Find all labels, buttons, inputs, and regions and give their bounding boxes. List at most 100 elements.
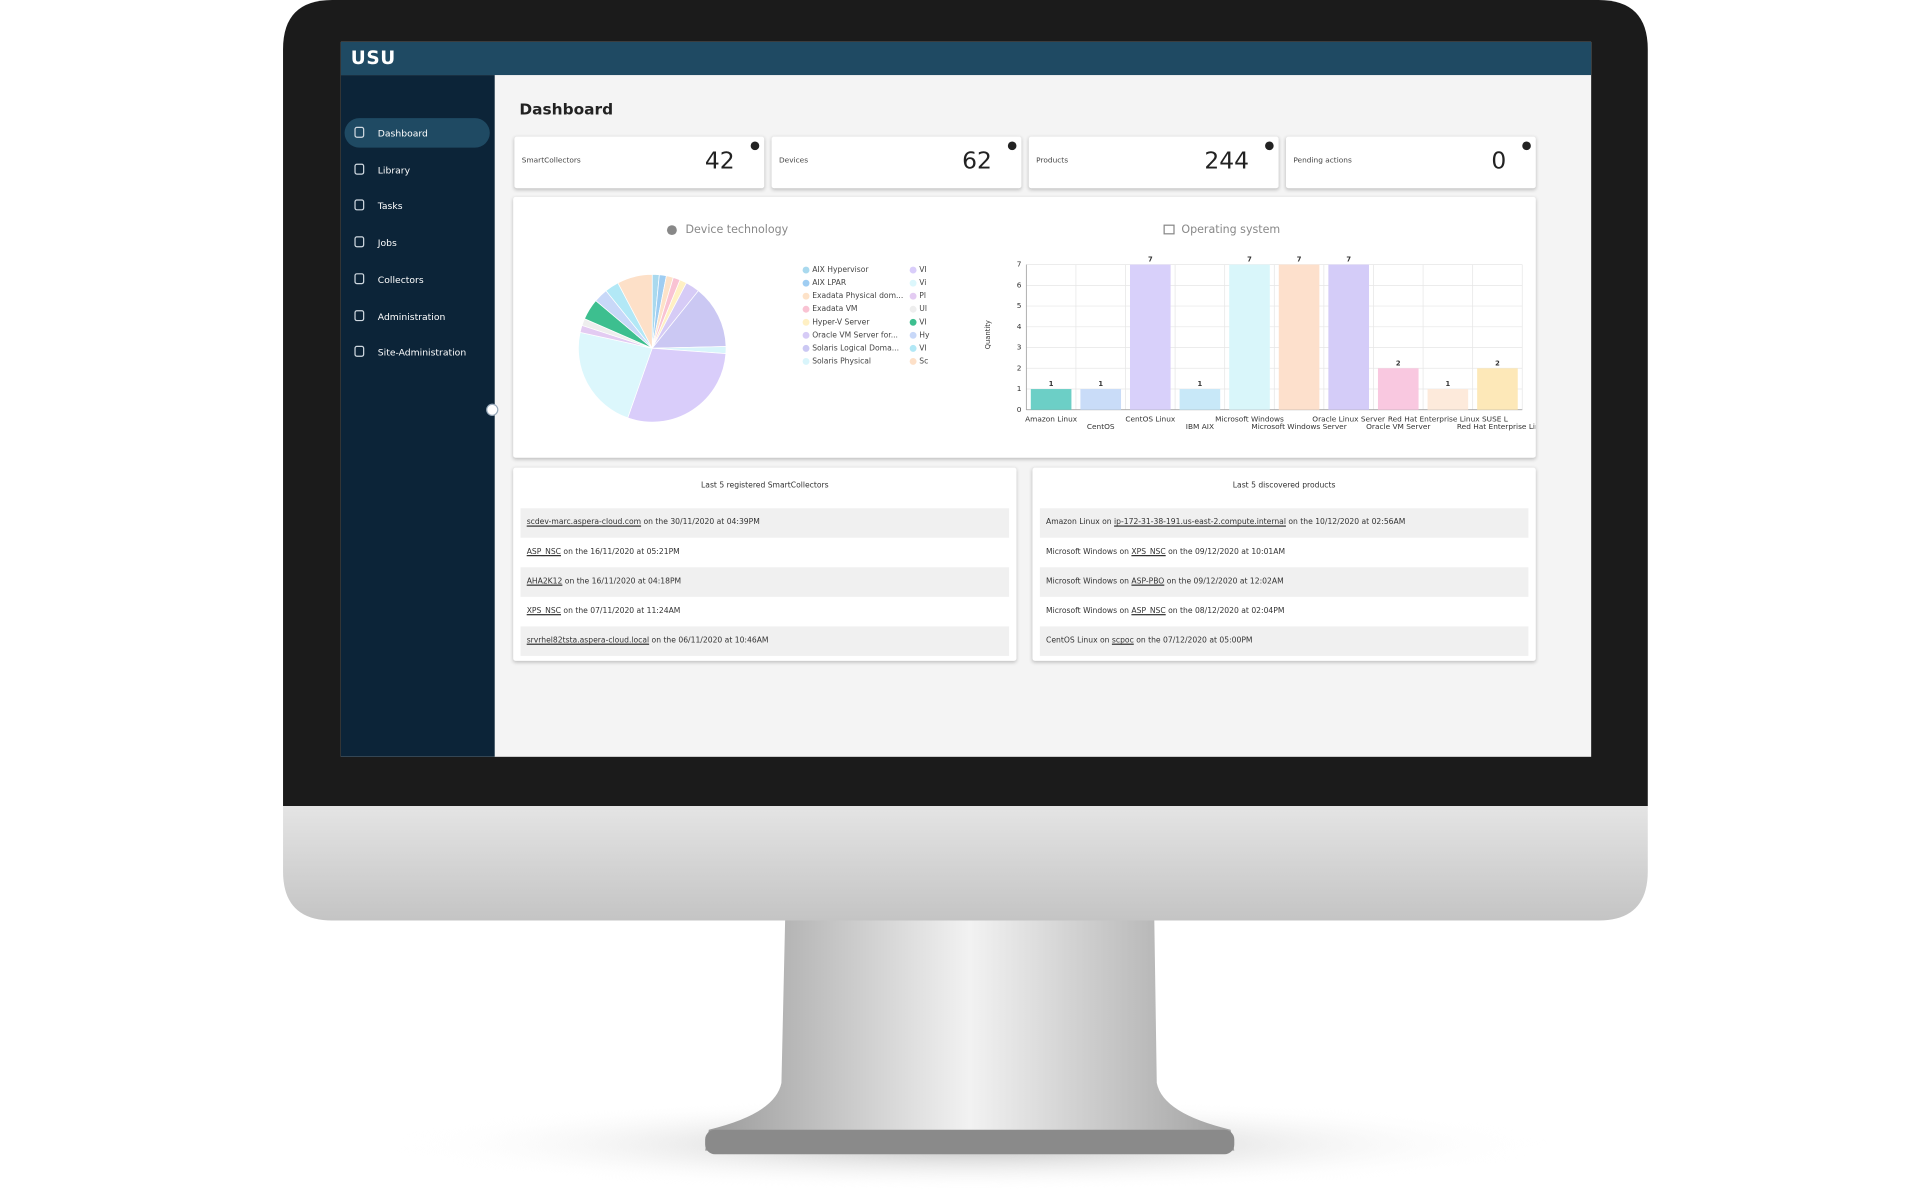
x-tick-label: CentOS <box>1087 422 1115 431</box>
nav-item[interactable]: Library <box>345 155 490 185</box>
nav-item[interactable]: Site-Administration <box>345 337 490 367</box>
bar-value-label: 2 <box>1495 359 1500 367</box>
x-tick-label: Oracle Linux Server <box>1312 415 1386 424</box>
row-link[interactable]: ip-172-31-38-191.us-east-2.compute.inter… <box>1114 518 1286 527</box>
list-row: CentOS Linux on scpoc on the 07/12/2020 … <box>1039 626 1529 656</box>
legend-swatch <box>802 331 810 339</box>
bar-value-label: 1 <box>1098 380 1103 388</box>
legend-label: Pl <box>919 291 926 300</box>
chart-card: Device technology AIX Hypervisor AIX LPAR E… <box>513 196 1539 458</box>
x-tick-label: Red Hat Enterprise Lir <box>1457 422 1536 431</box>
bar-value-label: 1 <box>1198 380 1203 388</box>
legend-label: Solaris Logical Doma... <box>812 343 899 352</box>
bar <box>1278 264 1320 410</box>
charts: Device technology AIX Hypervisor AIX LPAR E… <box>578 223 1539 431</box>
legend-label: Hy <box>919 330 930 339</box>
pie-slice <box>627 347 727 423</box>
legend-swatch <box>909 305 917 313</box>
info-icon[interactable] <box>1007 141 1017 151</box>
nav-icon <box>354 346 365 358</box>
pie-slice <box>578 331 653 419</box>
nav-label: Tasks <box>377 201 403 213</box>
nav-icon <box>354 309 365 321</box>
bar-value-label: 2 <box>1396 359 1401 367</box>
nav-item[interactable]: Collectors <box>345 264 490 294</box>
nav-item[interactable]: Administration <box>345 301 490 331</box>
kpi-label: Products <box>1036 156 1069 165</box>
list-row: AHA2K12 on the 16/11/2020 at 04:18PM <box>520 567 1010 597</box>
bar <box>1427 389 1469 410</box>
row-text: on the 07/11/2020 at 11:24AM <box>563 606 681 616</box>
legend-label: Vi <box>919 278 926 287</box>
kpi-card: SmartCollectors 42 <box>514 136 765 189</box>
list-row: Microsoft Windows on ASP_NSC on the 08/1… <box>1040 597 1529 627</box>
nav-label: Collectors <box>377 274 424 286</box>
legend-label: Exadata VM <box>812 304 857 313</box>
pie-slice <box>651 290 727 349</box>
bar-value-label: 7 <box>1346 256 1351 264</box>
nav-item[interactable]: Dashboard <box>344 118 490 148</box>
row-prefix: Microsoft Windows on <box>1046 577 1129 586</box>
row-text: on the 08/12/2020 at 02:04PM <box>1168 606 1285 616</box>
y-tick-label: 3 <box>1017 343 1022 352</box>
bar-value-label: 7 <box>1148 256 1153 264</box>
pie-slice <box>617 274 653 349</box>
row-link[interactable]: XPS_NSC <box>526 606 561 616</box>
legend-label: VI <box>919 265 926 274</box>
row-link[interactable]: ASP_NSC <box>1131 606 1166 616</box>
info-icon[interactable] <box>750 141 760 151</box>
list-card: Last 5 registered SmartCollectors scdev-m… <box>513 467 1017 661</box>
row-link[interactable]: XPS_NSC <box>1131 547 1166 557</box>
bar <box>1080 389 1122 410</box>
screen: USU Dashboard Library Tasks Jobs Collectors A… <box>340 41 1592 757</box>
row-link[interactable]: AHA2K12 <box>526 577 563 586</box>
info-icon[interactable] <box>1522 141 1531 151</box>
legend-swatch <box>802 279 810 287</box>
nav-label: Site-Administration <box>377 347 467 359</box>
legend-label: AIX LPAR <box>812 278 847 287</box>
legend-swatch <box>802 292 810 300</box>
row-text: on the 30/11/2020 at 04:39PM <box>643 518 760 527</box>
legend-label: Exadata Physical dom... <box>812 291 903 300</box>
nav-item[interactable]: Jobs <box>345 228 490 258</box>
x-tick-label: Microsoft Windows Server <box>1251 422 1347 431</box>
sidebar: Dashboard Library Tasks Jobs Collectors Admin… <box>340 75 495 757</box>
bar <box>1030 389 1072 410</box>
nav-item[interactable]: Tasks <box>345 191 490 221</box>
list-row: Microsoft Windows on ASP-PBO on the 09/1… <box>1039 567 1529 597</box>
list-row: scdev-marc.aspera-cloud.com on the 30/11… <box>520 508 1010 538</box>
info-icon[interactable] <box>1265 141 1274 151</box>
y-axis-label: Quantity <box>984 320 992 349</box>
row-link[interactable]: ASP-PBO <box>1131 577 1165 586</box>
legend-swatch <box>909 292 917 300</box>
row-link[interactable]: srvrhel82tsta.aspera-cloud.local <box>526 636 650 645</box>
brand-logo[interactable]: USU <box>350 46 396 69</box>
collapse-button[interactable] <box>486 403 499 416</box>
row-link[interactable]: ASP_NSC <box>526 547 561 557</box>
row-text: on the 06/11/2020 at 10:46AM <box>651 636 769 645</box>
nav-label: Administration <box>377 310 446 322</box>
legend-swatch <box>802 357 810 365</box>
kpi-value: 244 <box>1204 147 1250 175</box>
legend-swatch <box>909 279 917 287</box>
legend-swatch <box>909 318 917 326</box>
legend-swatch <box>909 357 917 365</box>
x-tick-label: Red Hat Enterprise Linux SUSE L <box>1388 415 1509 424</box>
row-text: on the 10/12/2020 at 02:56AM <box>1288 518 1406 527</box>
legend-label: Solaris Physical <box>812 356 871 365</box>
y-tick-label: 6 <box>1017 280 1022 289</box>
bar <box>1129 264 1171 410</box>
legend-label: AIX Hypervisor <box>812 265 869 274</box>
legend-swatch <box>802 266 810 274</box>
legend-swatch <box>909 331 917 339</box>
row-link[interactable]: scdev-marc.aspera-cloud.com <box>526 518 642 527</box>
row-link[interactable]: scpoc <box>1111 636 1134 645</box>
x-tick-label: IBM AIX <box>1186 422 1214 431</box>
legend-label: Oracle VM Server for... <box>812 330 898 339</box>
x-tick-label: Amazon Linux <box>1025 415 1078 424</box>
top-bar: USU <box>340 41 1592 76</box>
y-tick-label: 1 <box>1017 384 1022 393</box>
nav-icon <box>354 163 365 175</box>
legend-label: Sc <box>919 356 928 365</box>
